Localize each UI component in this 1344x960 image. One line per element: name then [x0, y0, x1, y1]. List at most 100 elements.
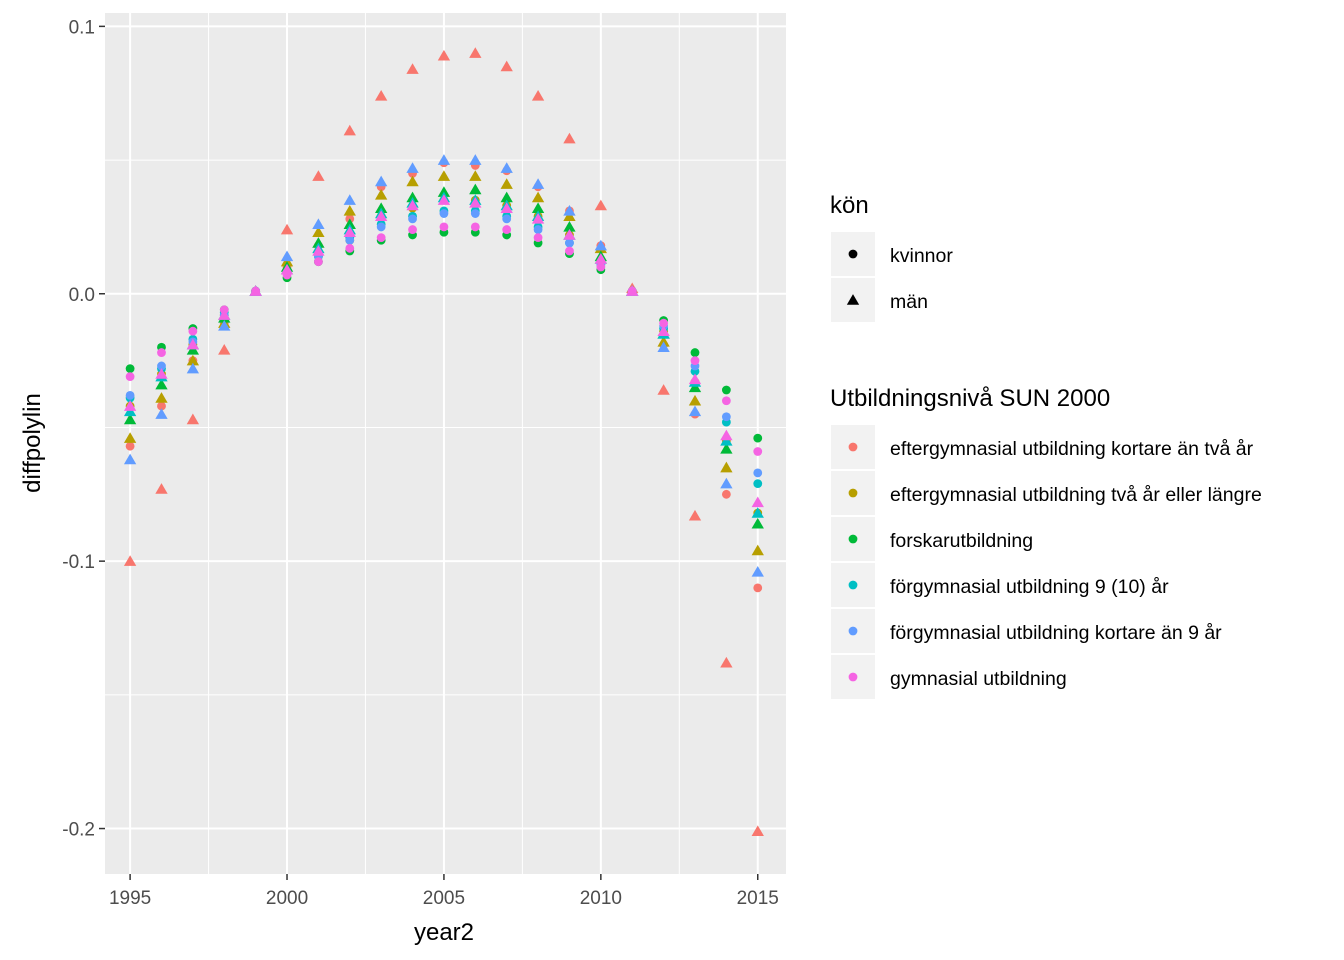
data-point-triangle — [531, 90, 545, 101]
x-tick-label: 2015 — [737, 888, 779, 909]
data-point-triangle — [594, 253, 608, 264]
data-point-triangle — [406, 162, 419, 173]
data-point-triangle — [657, 341, 670, 352]
data-point-triangle — [123, 413, 137, 425]
data-point-triangle — [155, 378, 168, 390]
data-point-triangle — [437, 49, 451, 61]
data-point-triangle — [469, 183, 482, 195]
data-point-triangle — [751, 496, 764, 508]
data-point-triangle — [563, 221, 576, 232]
data-point-triangle — [155, 408, 168, 419]
legend-key-color-dot — [848, 488, 858, 498]
data-point-triangle — [531, 202, 545, 213]
y-tick-label: 0.0 — [69, 285, 95, 306]
data-point-circle — [376, 222, 386, 232]
legend-title-color: Utbildningsnivå SUN 2000 — [830, 385, 1110, 412]
data-point-circle — [188, 326, 198, 336]
y-tick-label: 0.1 — [69, 17, 95, 38]
data-point-triangle — [437, 170, 451, 181]
data-point-triangle — [657, 384, 670, 395]
legend-label: eftergymnasial utbildning kortare än två… — [890, 438, 1254, 460]
x-axis-title: year2 — [414, 919, 474, 946]
data-point-circle — [596, 262, 606, 272]
data-point-triangle — [343, 218, 356, 229]
data-point-triangle — [469, 47, 482, 58]
data-point-triangle — [751, 517, 764, 529]
data-point-circle — [470, 222, 480, 232]
data-point-triangle — [500, 202, 513, 213]
x-tick-label: 2010 — [580, 888, 622, 909]
data-point-triangle — [280, 255, 294, 267]
data-point-triangle — [218, 319, 231, 331]
legend-key-color-dot — [848, 626, 858, 636]
data-point-triangle — [312, 226, 325, 238]
major-gridlines — [105, 13, 786, 874]
legend-color-keys: eftergymnasial utbildning kortare än två… — [831, 425, 1262, 699]
data-point-triangle — [720, 461, 733, 473]
data-point-circle — [470, 209, 480, 218]
data-point-triangle — [406, 191, 419, 203]
data-point-triangle — [280, 223, 294, 235]
data-point-triangle — [437, 186, 451, 197]
data-point-circle — [753, 479, 763, 489]
data-point-circle — [314, 257, 323, 267]
y-axis-ticks: 0.1 0.0 -0.1 -0.2 — [62, 17, 105, 841]
data-point-circle — [565, 246, 574, 256]
data-point-circle — [690, 356, 700, 366]
data-points — [123, 47, 764, 836]
data-point-circle — [125, 372, 135, 382]
data-point-circle — [439, 209, 449, 218]
data-point-triangle — [500, 178, 513, 189]
data-point-triangle — [186, 338, 200, 350]
data-point-triangle — [406, 63, 419, 74]
data-point-circle — [345, 235, 355, 245]
data-point-triangle — [437, 154, 451, 165]
legend-shape-keys: kvinnor män — [831, 232, 953, 322]
legend-key-triangle — [846, 294, 860, 305]
data-point-triangle — [531, 191, 545, 203]
data-point-circle — [565, 238, 574, 248]
data-point-triangle — [312, 245, 325, 256]
data-point-triangle — [594, 199, 608, 211]
data-point-triangle — [594, 239, 608, 251]
data-point-circle — [753, 583, 763, 593]
x-axis-ticks: 1995 2000 2005 2010 2015 — [109, 874, 779, 909]
data-point-triangle — [657, 325, 670, 336]
data-point-triangle — [688, 381, 702, 393]
legend-label: förgymnasial utbildning kortare än 9 år — [890, 622, 1222, 644]
data-point-triangle — [500, 191, 513, 203]
x-tick-label: 1995 — [109, 888, 151, 909]
data-point-triangle — [218, 344, 231, 355]
data-point-circle — [659, 318, 669, 328]
data-point-triangle — [657, 336, 670, 347]
data-point-triangle — [249, 285, 262, 296]
panel-background — [105, 13, 786, 874]
data-point-circle — [502, 214, 512, 224]
legend-label: gymnasial utbildning — [890, 668, 1067, 690]
legend-key-circle — [848, 249, 858, 259]
data-point-triangle — [186, 354, 200, 366]
data-point-triangle — [343, 226, 356, 238]
data-point-triangle — [218, 309, 231, 320]
legend-label: förgymnasial utbildning 9 (10) år — [890, 576, 1169, 598]
data-point-triangle — [375, 202, 388, 213]
data-point-triangle — [123, 432, 137, 443]
data-point-circle — [753, 468, 763, 478]
data-point-triangle — [343, 204, 356, 216]
data-point-triangle — [751, 544, 764, 556]
data-point-circle — [533, 233, 543, 243]
data-point-circle — [753, 433, 763, 443]
data-point-triangle — [280, 263, 294, 275]
data-point-circle — [439, 222, 449, 232]
data-point-triangle — [688, 405, 702, 417]
legend-key-color-dot — [848, 672, 858, 682]
data-point-triangle — [626, 285, 639, 296]
data-point-circle — [690, 348, 700, 357]
data-point-circle — [721, 396, 731, 406]
data-point-triangle — [563, 210, 576, 221]
data-point-triangle — [375, 90, 388, 101]
data-point-triangle — [123, 555, 137, 566]
legend-key-color-dot — [848, 534, 858, 544]
legend-key-color-dot — [848, 580, 858, 590]
